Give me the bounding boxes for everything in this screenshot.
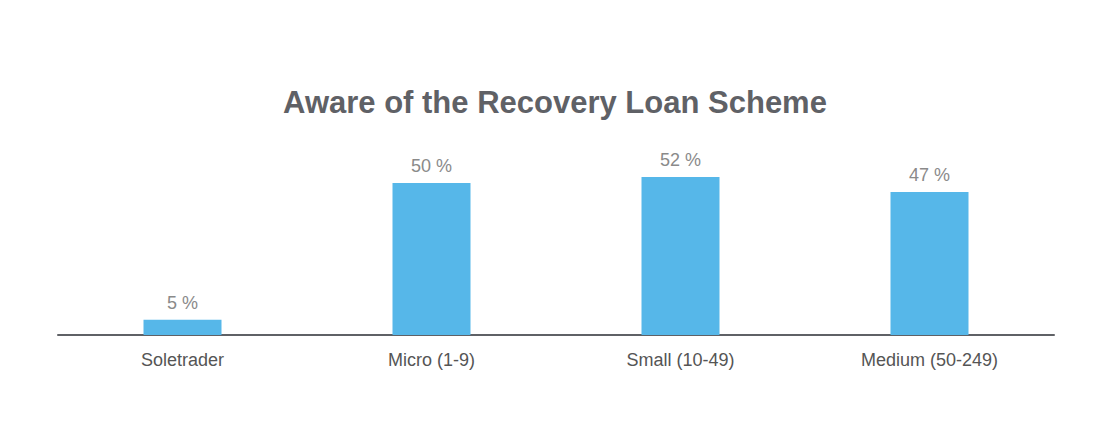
svg-text:Micro (1-9): Micro (1-9): [388, 350, 475, 370]
svg-text:Soletrader: Soletrader: [141, 350, 224, 370]
svg-text:Aware of the Recovery Loan Sch: Aware of the Recovery Loan Scheme: [283, 85, 827, 120]
svg-text:5 %: 5 %: [167, 293, 198, 313]
svg-text:Medium (50-249): Medium (50-249): [861, 350, 998, 370]
svg-text:50 %: 50 %: [411, 156, 452, 176]
svg-text:Small (10-49): Small (10-49): [626, 350, 734, 370]
svg-text:47 %: 47 %: [909, 165, 950, 185]
svg-text:52 %: 52 %: [660, 150, 701, 170]
